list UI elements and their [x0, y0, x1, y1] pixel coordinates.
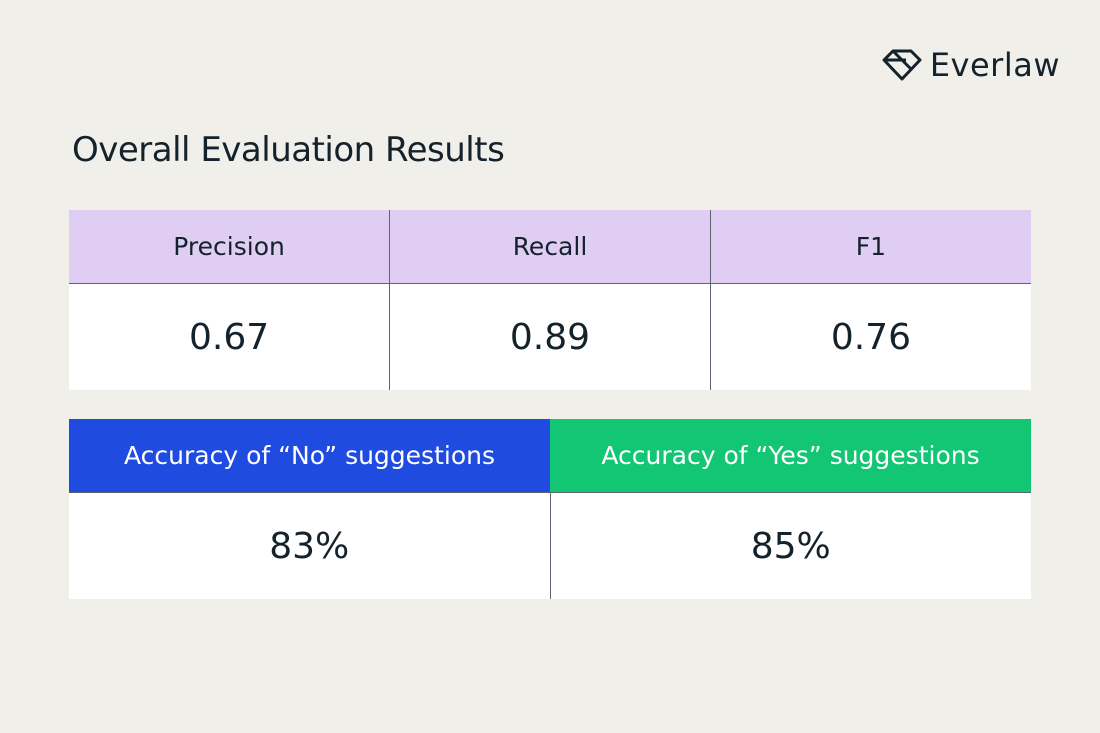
recall-value: 0.89 — [389, 283, 711, 390]
accuracy-value-row: 83% 85% — [69, 492, 1031, 599]
no-accuracy-value: 83% — [69, 492, 550, 599]
metrics-header-row: Precision Recall F1 — [69, 210, 1031, 284]
precision-value: 0.67 — [69, 283, 390, 390]
no-accuracy-header: Accuracy of “No” suggestions — [69, 419, 550, 493]
f1-header: F1 — [709, 210, 1031, 284]
precision-header: Precision — [69, 210, 390, 284]
metrics-table: Precision Recall F1 0.67 0.89 0.76 — [69, 210, 1031, 390]
f1-value: 0.76 — [709, 283, 1031, 390]
accuracy-header-row: Accuracy of “No” suggestions Accuracy of… — [69, 419, 1031, 493]
recall-header: Recall — [389, 210, 711, 284]
accuracy-table: Accuracy of “No” suggestions Accuracy of… — [69, 419, 1031, 599]
yes-accuracy-header: Accuracy of “Yes” suggestions — [550, 419, 1031, 493]
yes-accuracy-value: 85% — [549, 492, 1031, 599]
metrics-value-row: 0.67 0.89 0.76 — [69, 283, 1031, 390]
brand-logo: Everlaw — [882, 46, 1060, 84]
diamond-logo-icon — [882, 49, 922, 81]
page-title: Overall Evaluation Results — [72, 130, 505, 170]
brand-name: Everlaw — [929, 46, 1060, 84]
